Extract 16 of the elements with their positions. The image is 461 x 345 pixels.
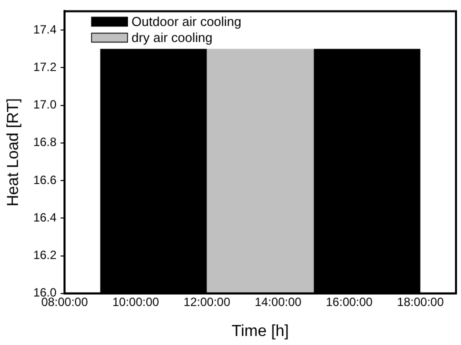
y-tick-label: 17.0 xyxy=(33,98,57,112)
y-tick-label: 16.6 xyxy=(33,172,57,187)
legend-label: dry air cooling xyxy=(132,30,212,45)
x-tick-label: 14:00:00 xyxy=(254,294,302,309)
x-tick-label: 10:00:00 xyxy=(112,294,160,309)
legend-label: Outdoor air cooling xyxy=(132,14,242,29)
x-axis-title: Time [h] xyxy=(232,322,289,340)
x-tick-label: 16:00:00 xyxy=(326,294,373,309)
y-tick-label: 17.4 xyxy=(33,22,57,36)
y-tick-label: 16.2 xyxy=(33,248,57,262)
x-tick-label: 12:00:00 xyxy=(184,294,231,309)
y-tick-label: 16.8 xyxy=(33,135,57,150)
y-tick-label: 16.4 xyxy=(33,210,57,224)
y-axis-title: Heat Load [RT] xyxy=(5,98,22,206)
x-tick-label: 18:00:00 xyxy=(397,294,444,309)
y-tick-label: 17.2 xyxy=(33,60,57,74)
